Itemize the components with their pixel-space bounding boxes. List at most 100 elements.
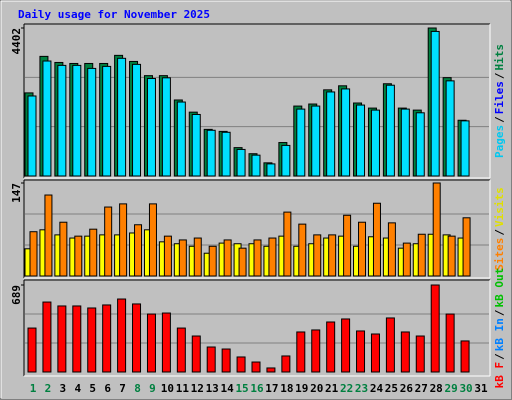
x-tick-label: 31 — [474, 382, 488, 395]
x-tick-label: 27 — [415, 382, 428, 395]
bar — [311, 105, 321, 177]
legend-entry: Pages — [493, 125, 506, 158]
bar — [417, 233, 426, 277]
x-tick-label: 6 — [104, 382, 111, 395]
bar — [89, 228, 98, 277]
legend-entry: kB Out — [493, 268, 506, 308]
bar — [148, 203, 157, 277]
bar — [370, 109, 380, 177]
legend-entry: Visits — [493, 187, 506, 227]
x-tick-label: 4 — [74, 382, 81, 395]
legend-entry: / — [493, 309, 506, 316]
bar — [460, 340, 470, 373]
bar — [358, 221, 367, 277]
bar — [42, 60, 52, 177]
bar — [462, 217, 471, 277]
bar — [283, 211, 292, 277]
bar — [161, 77, 171, 177]
bar — [132, 303, 142, 373]
bar — [268, 237, 277, 277]
bar — [27, 327, 37, 373]
bar — [326, 321, 336, 373]
bar — [341, 318, 351, 373]
bar — [236, 356, 246, 373]
bar — [102, 304, 112, 373]
bar — [460, 120, 470, 177]
x-tick-label: 30 — [459, 382, 472, 395]
panel — [24, 280, 490, 376]
bar — [313, 234, 322, 277]
x-tick-label: 20 — [310, 382, 323, 395]
bar — [281, 355, 291, 373]
bar — [445, 80, 455, 177]
bar — [134, 224, 143, 277]
bar — [176, 327, 186, 373]
legend-entry: Sites — [493, 238, 506, 271]
bar — [402, 242, 411, 277]
y-tick-label: 689 — [10, 285, 23, 305]
bar — [119, 203, 128, 277]
bar — [328, 234, 337, 277]
x-tick-label: 29 — [445, 382, 458, 395]
bar — [326, 91, 336, 177]
bar — [191, 113, 201, 177]
bar — [385, 84, 395, 177]
x-tick-label: 8 — [134, 382, 141, 395]
bar — [370, 333, 380, 373]
bar — [221, 348, 231, 373]
bar — [415, 335, 425, 373]
bar — [447, 235, 456, 277]
x-tick-label: 22 — [340, 382, 353, 395]
bar — [266, 367, 276, 373]
y-tick-label: 147 — [10, 183, 23, 203]
legend-entry: / — [493, 229, 506, 236]
x-tick-label: 7 — [119, 382, 126, 395]
legend: kB F/kB In/kB Out — [493, 268, 506, 389]
bar — [72, 64, 82, 177]
bar — [117, 57, 127, 177]
bar — [146, 77, 156, 177]
bar — [266, 163, 276, 177]
bar — [206, 129, 216, 177]
x-tick-label: 19 — [295, 382, 308, 395]
chart-title: Daily usage for November 2025 — [18, 8, 210, 21]
legend-entry: Hits — [493, 44, 506, 71]
legend-entry: kB F — [493, 362, 506, 389]
x-tick-label: 5 — [89, 382, 96, 395]
bar — [42, 301, 52, 373]
bar — [356, 330, 366, 373]
bar — [298, 223, 307, 277]
bar — [208, 245, 217, 277]
legend-entry: Files — [493, 81, 506, 114]
legend-entry: / — [493, 353, 506, 360]
bar — [193, 237, 202, 277]
bar — [74, 235, 83, 277]
bar — [251, 154, 261, 177]
x-tick-label: 24 — [370, 382, 384, 395]
bar — [341, 88, 351, 177]
x-tick-label: 21 — [325, 382, 339, 395]
bar — [57, 64, 67, 177]
bar — [87, 307, 97, 373]
bar — [236, 148, 246, 177]
bar — [27, 95, 37, 177]
bar — [117, 298, 127, 373]
bar — [132, 63, 142, 177]
bar — [372, 202, 381, 277]
x-tick-label: 26 — [400, 382, 414, 395]
bar — [387, 222, 396, 277]
bar — [251, 361, 261, 373]
x-tick-label: 16 — [250, 382, 264, 395]
bar — [296, 108, 306, 177]
legend-entry: kB In — [493, 318, 506, 351]
x-tick-label: 25 — [385, 382, 398, 395]
legend: Pages/Files/Hits — [493, 44, 506, 158]
bar — [221, 131, 231, 177]
bar — [59, 221, 68, 277]
bar — [400, 108, 410, 177]
x-tick-label: 1 — [30, 382, 37, 395]
bar — [281, 144, 291, 177]
bar — [415, 112, 425, 177]
